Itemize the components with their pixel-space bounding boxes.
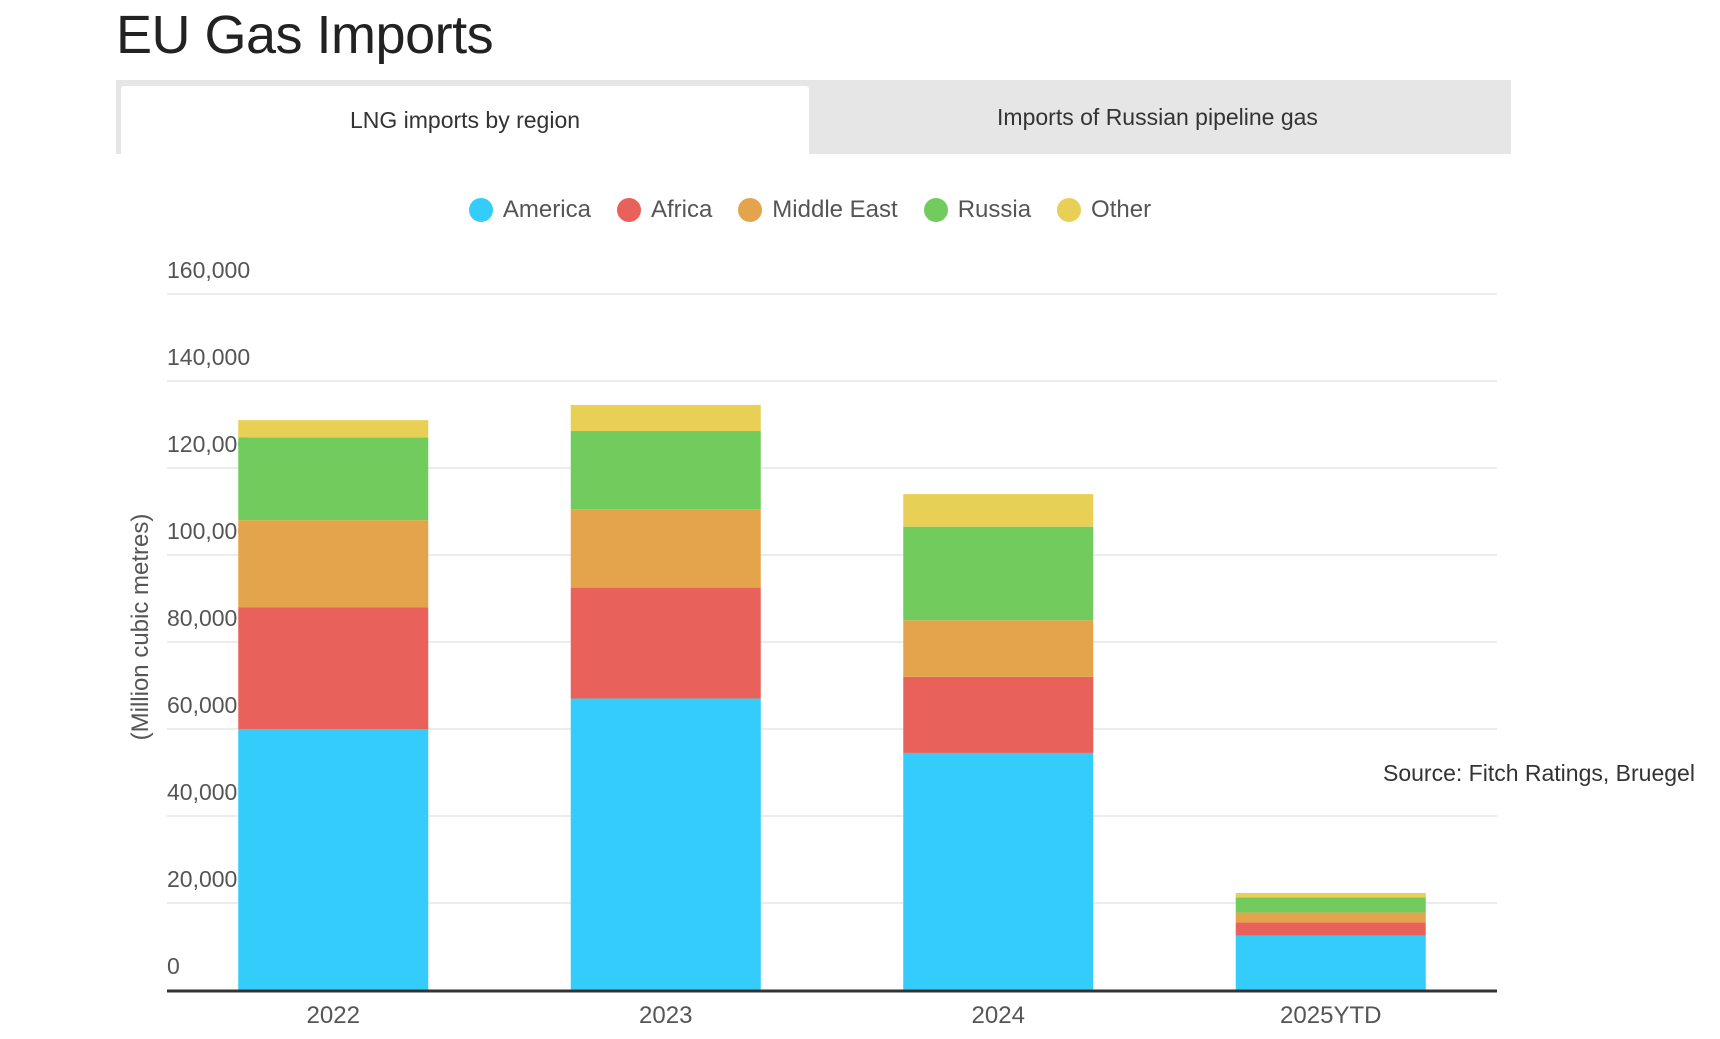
legend-swatch-africa [616,198,641,222]
legend-label-africa: Africa [650,196,713,223]
chart-legend: America Africa Middle East Russia Other [0,190,1620,230]
bar-segment-other-2023[interactable] [570,404,761,432]
bar-segment-other-2022[interactable] [238,420,429,438]
bar-segment-russia-2023[interactable] [570,431,761,510]
bar-segment-other-2024[interactable] [903,494,1094,527]
bar-segment-other-2025ytd[interactable] [1235,892,1426,898]
y-tick-label: 120,000 [167,431,250,457]
bar-segment-russia-2024[interactable] [903,526,1094,621]
legend-swatch-other [1057,198,1082,222]
bar-segment-middle-east-2025ytd[interactable] [1235,912,1426,923]
legend-item-africa[interactable]: Africa [616,196,713,224]
bar-segment-africa-2024[interactable] [903,676,1094,753]
bar-segment-africa-2025ytd[interactable] [1235,922,1426,936]
legend-label-america: America [502,196,591,223]
legend-label-middle-east: Middle East [772,196,898,223]
legend-swatch-america [468,198,493,222]
bar-segment-america-2023[interactable] [570,698,761,990]
y-tick-label: 140,000 [167,344,250,370]
y-tick-label: 20,000 [167,866,237,892]
x-tick-label: 2025YTD [1280,1002,1381,1029]
bar-segment-russia-2022[interactable] [238,437,429,521]
bars [238,404,1426,990]
x-tick-label: 2023 [639,1002,692,1029]
y-tick-label: 160,000 [167,257,250,283]
legend-item-america[interactable]: America [468,196,591,224]
bar-segment-america-2022[interactable] [238,729,429,990]
y-tick-label: 40,000 [167,779,237,805]
legend-item-russia[interactable]: Russia [923,196,1032,224]
tab-russian-pipeline-gas[interactable]: Imports of Russian pipeline gas [997,103,1318,130]
x-tick-label: 2024 [972,1002,1025,1029]
y-tick-label: 100,000 [167,518,250,544]
legend-label-russia: Russia [957,196,1032,223]
bar-segment-middle-east-2024[interactable] [903,620,1094,677]
legend-swatch-russia [923,198,948,222]
y-axis-tick-labels: 0 20,000 40,000 60,000 80,000 100,000 120,000 1… [167,257,250,979]
bar-segment-middle-east-2023[interactable] [570,509,761,588]
legend-item-middle-east[interactable]: Middle East [738,196,898,224]
tab-lng-imports-by-region[interactable]: LNG imports by region [121,86,809,154]
bar-segment-africa-2022[interactable] [238,607,429,729]
x-tick-label: 2022 [307,1002,360,1029]
bar-segment-middle-east-2022[interactable] [238,520,429,608]
legend-swatch-middle-east [738,198,763,222]
legend-label-other: Other [1091,196,1152,223]
tab-bar: LNG imports by region Imports of Russian… [116,80,1511,154]
bar-segment-america-2025ytd[interactable] [1235,935,1426,990]
y-tick-label: 80,000 [167,605,237,631]
y-axis-title: (Million cubic metres) [127,514,154,741]
bar-segment-america-2024[interactable] [903,752,1094,990]
x-axis-tick-labels: 2022 2023 2024 2025YTD [307,1002,1382,1029]
y-tick-label: 60,000 [167,692,237,718]
legend-item-other[interactable]: Other [1057,196,1151,224]
y-tick-label: 0 [167,953,180,979]
bar-segment-russia-2025ytd[interactable] [1235,897,1426,913]
page-title: EU Gas Imports [116,5,494,65]
source-note: Source: Fitch Ratings, Bruegel [1383,760,1695,786]
bar-segment-africa-2023[interactable] [570,587,761,699]
